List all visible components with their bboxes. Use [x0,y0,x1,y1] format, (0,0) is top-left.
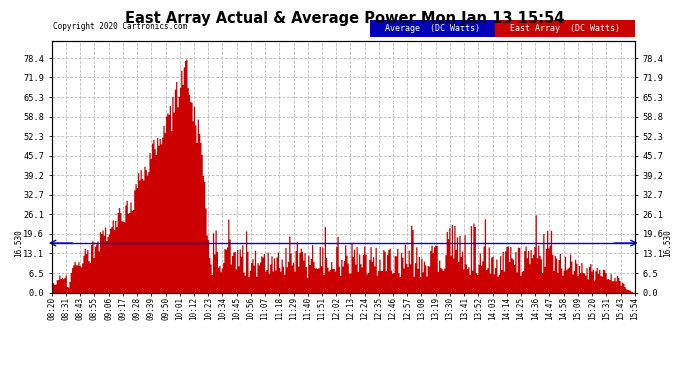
Text: 16.530: 16.530 [663,229,673,257]
Text: 16.530: 16.530 [14,229,23,257]
Bar [495,20,635,38]
Bar [370,20,495,38]
Text: East Array Actual & Average Power Mon Jan 13 15:54: East Array Actual & Average Power Mon Ja… [126,11,564,26]
Text: Average  (DC Watts): Average (DC Watts) [385,24,480,33]
Text: Copyright 2020 Cartronics.com: Copyright 2020 Cartronics.com [53,22,187,31]
Text: East Array  (DC Watts): East Array (DC Watts) [510,24,620,33]
